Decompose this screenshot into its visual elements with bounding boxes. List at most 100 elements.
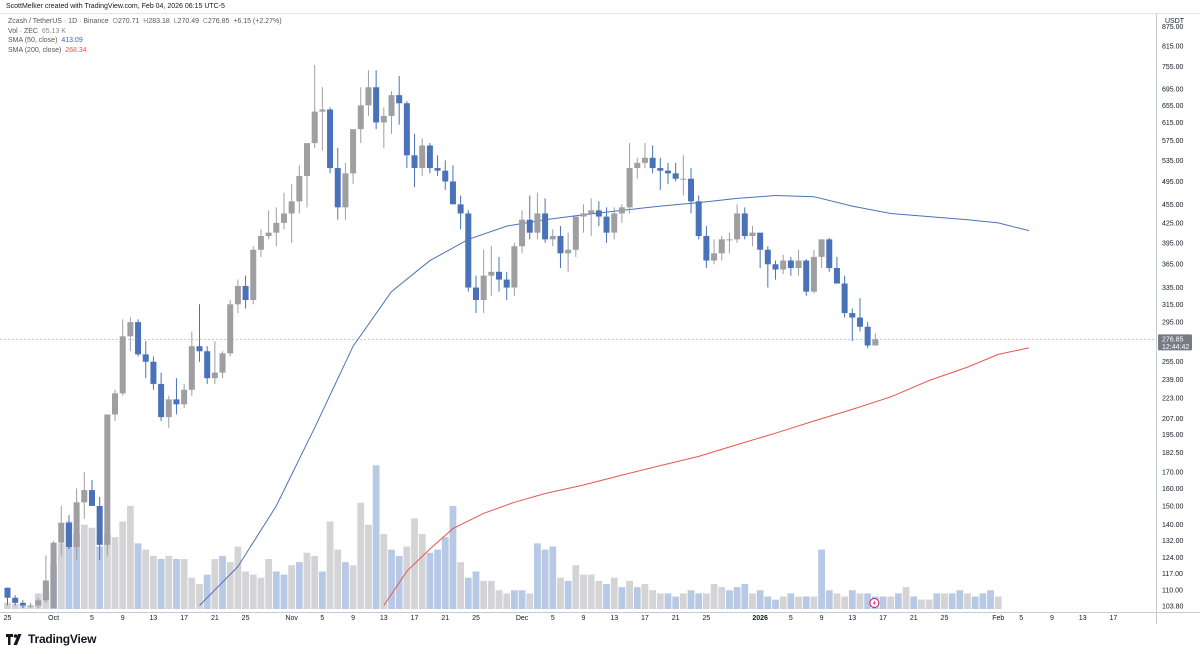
- candle: [449, 165, 456, 205]
- volume-label[interactable]: Vol · ZEC: [8, 27, 38, 35]
- candle-body: [695, 201, 702, 236]
- candle-body: [396, 95, 403, 104]
- volume-bar: [457, 562, 465, 609]
- volume-bar: [641, 584, 649, 609]
- volume-bar: [649, 590, 657, 609]
- price-tick-label: 655.00: [1162, 103, 1184, 110]
- sma50-label[interactable]: SMA (50, close): [8, 37, 58, 44]
- price-tick-label: 207.00: [1162, 416, 1184, 423]
- candle: [327, 107, 334, 174]
- time-tick-label: 25: [941, 615, 949, 622]
- candle: [557, 226, 564, 268]
- candle: [534, 192, 541, 240]
- candle: [419, 138, 426, 177]
- volume-bar: [257, 577, 265, 609]
- candle: [580, 204, 587, 233]
- ohlc-l-label: L: [173, 18, 178, 25]
- candle-body: [726, 239, 733, 241]
- price-tick-label: 615.00: [1162, 120, 1184, 127]
- volume-bar: [295, 562, 303, 609]
- candle: [365, 70, 372, 116]
- price-tick-label: 117.00: [1162, 571, 1183, 578]
- candle-body: [818, 239, 825, 257]
- volume-bar: [541, 549, 549, 609]
- candle-body: [280, 213, 287, 223]
- sma200-value: 268.34: [65, 46, 87, 54]
- candle-body: [311, 111, 318, 144]
- candle: [304, 143, 311, 208]
- volume-bar: [495, 590, 503, 609]
- price-tick-label: 575.00: [1162, 138, 1184, 145]
- time-tick-label: 9: [351, 615, 355, 622]
- candle: [764, 246, 771, 288]
- sma200-label[interactable]: SMA (200, close): [8, 46, 62, 54]
- volume-bar: [941, 593, 948, 609]
- candle-body: [265, 232, 272, 236]
- symbol-name[interactable]: Zcash / TetherUS · 1D · Binance: [8, 18, 109, 25]
- candle: [603, 207, 610, 243]
- legend-sma50-row: SMA (50, close) 413.09: [8, 36, 282, 46]
- candle: [757, 232, 764, 268]
- candle: [388, 91, 395, 134]
- candle: [795, 249, 802, 276]
- time-tick-label: 5: [320, 615, 324, 622]
- candle: [42, 555, 49, 603]
- volume-bar: [73, 534, 81, 609]
- price-tick-label: 239.00: [1162, 377, 1184, 384]
- candle: [780, 254, 787, 275]
- candle: [373, 70, 380, 130]
- volume-bar: [964, 593, 971, 609]
- price-tick-label: 195.00: [1162, 432, 1184, 439]
- candle: [27, 602, 34, 609]
- candle-body: [826, 239, 833, 268]
- volume-bar: [449, 505, 457, 609]
- candle: [726, 232, 733, 254]
- volume-bar: [802, 596, 810, 609]
- candle-body: [273, 222, 280, 233]
- sma200-line: [383, 347, 1030, 606]
- candle: [680, 155, 687, 196]
- volume-bar: [280, 574, 288, 609]
- time-tick-label: 5: [551, 615, 555, 622]
- candle: [396, 75, 403, 125]
- ohlc-h-label: H: [143, 18, 149, 25]
- candle: [565, 232, 572, 272]
- candle: [618, 204, 625, 223]
- time-tick-label: 21: [441, 615, 449, 622]
- candle: [457, 195, 464, 230]
- candle: [480, 249, 487, 314]
- volume-bar: [549, 546, 557, 609]
- volume-bar: [311, 555, 319, 609]
- volume-bar: [948, 593, 956, 609]
- candle-body: [641, 157, 648, 163]
- volume-bar: [994, 596, 1002, 609]
- candle: [165, 395, 172, 428]
- tradingview-brand: TradingView: [28, 632, 97, 646]
- volume-bar: [825, 590, 833, 609]
- volume-bar: [234, 546, 242, 609]
- volume-bar: [196, 584, 203, 609]
- volume-bar: [779, 596, 787, 609]
- price-tick-label: 395.00: [1162, 240, 1184, 247]
- candle-body: [350, 129, 357, 174]
- volume-bar: [572, 565, 580, 609]
- candle-body: [35, 600, 42, 606]
- price-tick-label: 875.00: [1162, 24, 1184, 31]
- candle: [434, 155, 441, 177]
- price-tick-label: 140.00: [1162, 522, 1184, 529]
- candle-body: [288, 201, 295, 214]
- volume-bar: [580, 574, 587, 609]
- candle-body: [234, 285, 241, 305]
- volume-bar: [434, 549, 441, 609]
- candle-body: [219, 353, 226, 373]
- time-tick-label: 13: [150, 615, 158, 622]
- candle-body: [649, 157, 656, 169]
- candle-body: [334, 168, 341, 208]
- volume-bar: [464, 577, 472, 609]
- candle: [50, 540, 57, 609]
- candle: [503, 271, 510, 301]
- candle: [426, 143, 433, 174]
- price-tick-label: 695.00: [1162, 87, 1184, 94]
- volume-bar: [557, 577, 564, 609]
